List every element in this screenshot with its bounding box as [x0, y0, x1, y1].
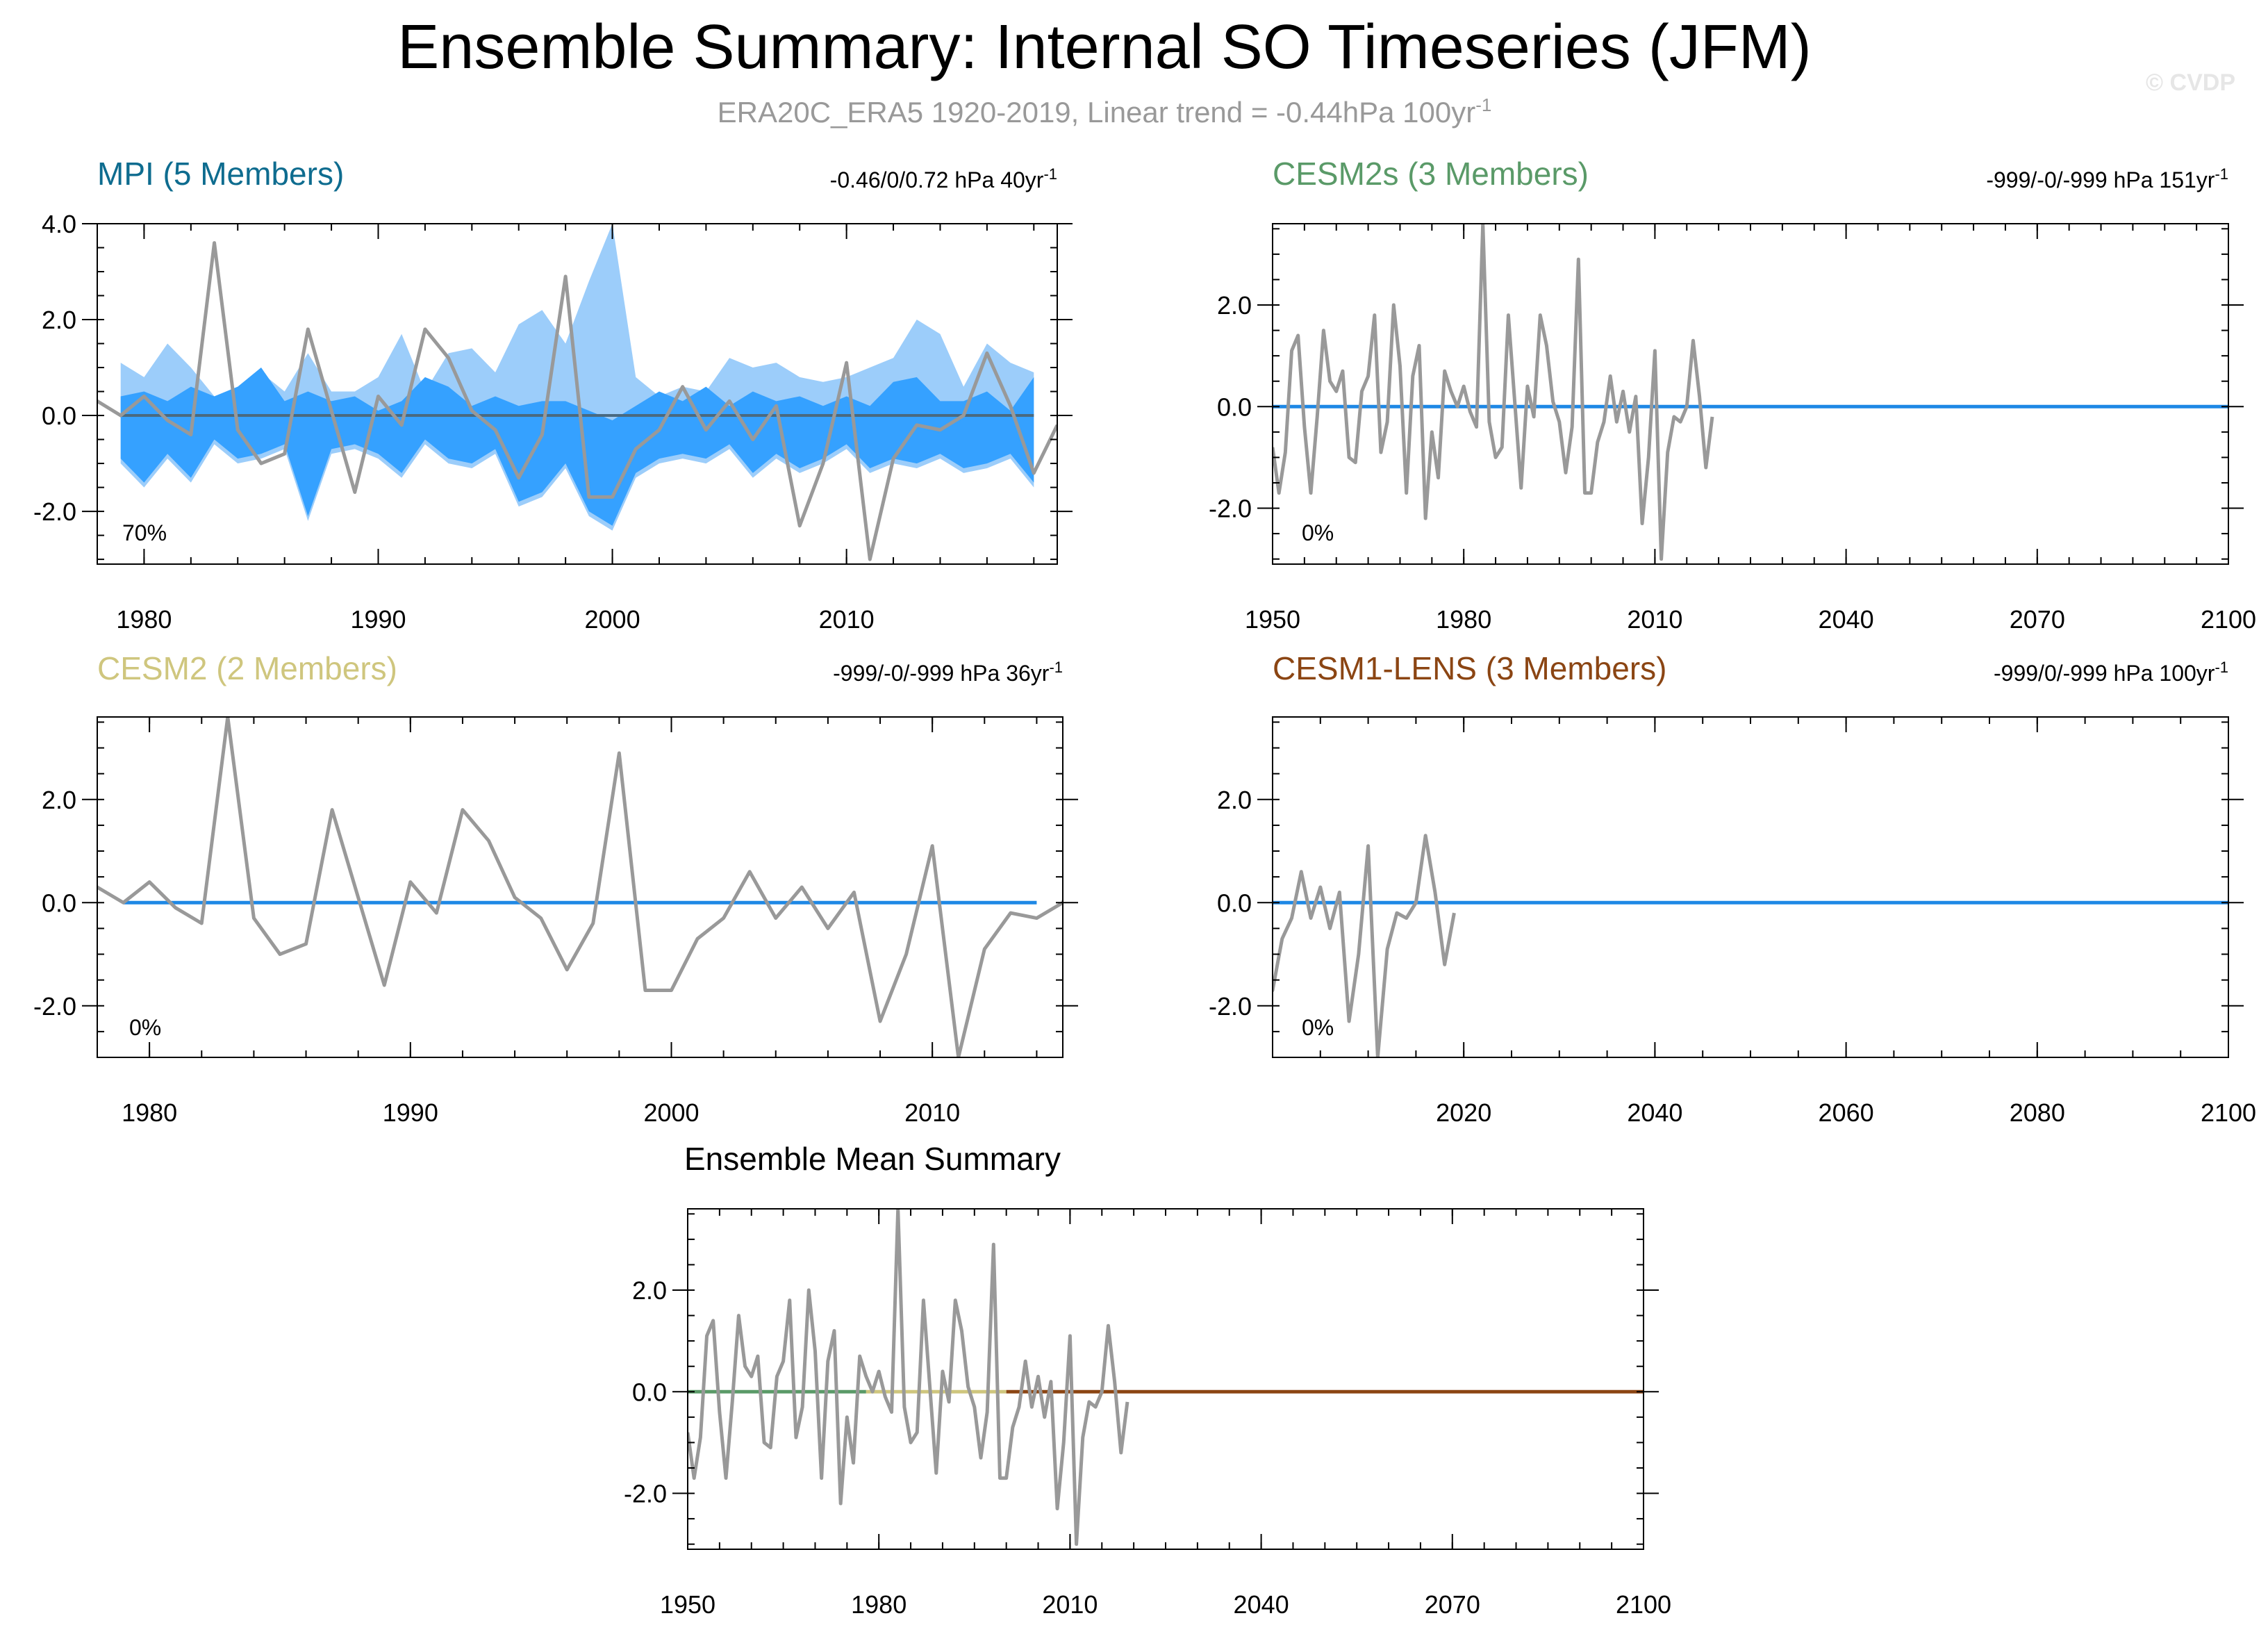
- observation-line-cesm2: [97, 717, 1063, 1057]
- observation-line-ensmean: [688, 1209, 1129, 1546]
- cvdp-watermark: © CVDP: [2146, 69, 2235, 96]
- series-group-mpi: [97, 224, 1057, 561]
- panel-title-mpi: MPI (5 Members): [97, 156, 344, 192]
- y-tick-label: 2.0: [1217, 786, 1252, 814]
- panel-trend-cesm2: -999/-0/-999 hPa 36yr-1: [833, 659, 1063, 686]
- x-tick-label: 2040: [1819, 605, 1874, 634]
- x-tick-label: 2100: [2201, 1098, 2256, 1127]
- series-group-ensmean: [688, 1209, 1644, 1546]
- x-tick-label: 1990: [383, 1098, 438, 1127]
- panel-cesm1: CESM1-LENS (3 Members) -999/0/-999 hPa 1…: [1209, 650, 2256, 1127]
- pct-label-cesm2: 0%: [129, 1015, 161, 1040]
- trend-text-cesm2s: -999/-0/-999 hPa 151yr: [1986, 167, 2215, 192]
- axes-cesm2: 1980 1990 2000 2010 -2.0 0.0 2.0: [33, 717, 1078, 1127]
- panel-title-cesm2s: CESM2s (3 Members): [1273, 156, 1589, 192]
- x-tick-label: 1980: [851, 1590, 907, 1619]
- trend-exponent-cesm1: -1: [2215, 659, 2228, 676]
- panel-ensemble-mean: Ensemble Mean Summary 1950 1980 2010 2040 20…: [624, 1141, 1671, 1619]
- trend-exponent-cesm2: -1: [1049, 659, 1063, 676]
- panel-title-cesm1: CESM1-LENS (3 Members): [1273, 650, 1666, 686]
- figure-title: Ensemble Summary: Internal SO Timeseries…: [397, 13, 1812, 82]
- observation-line-cesm1: [1273, 834, 1456, 1057]
- panel-cesm2s: CESM2s (3 Members) -999/-0/-999 hPa 151y…: [1209, 156, 2256, 634]
- pct-label-cesm1: 0%: [1302, 1015, 1334, 1040]
- plot-area-cesm2: 1980 1990 2000 2010 -2.0 0.0 2.0: [33, 717, 1078, 1127]
- axes-cesm2s: 1950 1980 2010 2040 2070 2100 -2.0 0.0 2.0: [1209, 224, 2256, 634]
- plot-frame-cesm1: [1272, 716, 2229, 1058]
- trend-text-mpi: -0.46/0/0.72 hPa 40yr: [830, 167, 1044, 192]
- trend-text-cesm2: -999/-0/-999 hPa 36yr: [833, 661, 1050, 686]
- x-tick-label: 1980: [116, 605, 172, 634]
- trend-exponent-cesm2s: -1: [2215, 165, 2228, 183]
- panel-trend-cesm1: -999/0/-999 hPa 100yr-1: [1994, 659, 2228, 686]
- panel-title-cesm2: CESM2 (2 Members): [97, 650, 397, 686]
- y-tick-label: -2.0: [33, 497, 76, 526]
- y-tick-label: 0.0: [632, 1378, 667, 1406]
- x-tick-label: 1950: [1245, 605, 1300, 634]
- x-tick-label: 2000: [643, 1098, 699, 1127]
- trend-text-cesm1: -999/0/-999 hPa 100yr: [1994, 661, 2215, 686]
- x-tick-label: 2020: [1436, 1098, 1491, 1127]
- observation-line-mpi: [97, 241, 1057, 561]
- series-group-cesm2: [97, 717, 1063, 1057]
- y-tick-label: 2.0: [42, 786, 76, 814]
- plot-area-ensemble-mean: 1950 1980 2010 2040 2070 2100 -2.0 0.0 2.0: [624, 1209, 1671, 1619]
- panel-trend-mpi: -0.46/0/0.72 hPa 40yr-1: [830, 165, 1057, 192]
- plot-area-cesm2s: 1950 1980 2010 2040 2070 2100 -2.0 0.0 2.0: [1209, 224, 2256, 634]
- plot-frame-cesm2: [97, 716, 1063, 1058]
- y-tick-label: 2.0: [632, 1276, 667, 1305]
- plot-frame-cesm2s: [1272, 223, 2229, 565]
- axes-cesm1: 2020 2040 2060 2080 2100 -2.0 0.0 2.0: [1209, 717, 2256, 1127]
- y-tick-label: 0.0: [42, 889, 76, 917]
- x-tick-label: 2070: [2010, 605, 2065, 634]
- y-tick-label: -2.0: [624, 1480, 667, 1508]
- y-tick-label: -2.0: [33, 992, 76, 1021]
- x-tick-label: 2100: [2201, 605, 2256, 634]
- y-tick-label: 0.0: [1217, 393, 1252, 421]
- x-tick-label: 1950: [660, 1590, 715, 1619]
- x-tick-label: 2010: [904, 1098, 960, 1127]
- pct-label-mpi: 70%: [122, 520, 167, 545]
- x-tick-label: 2100: [1616, 1590, 1671, 1619]
- panel-cesm2: CESM2 (2 Members) -999/-0/-999 hPa 36yr-…: [33, 650, 1078, 1127]
- x-tick-label: 1990: [350, 605, 406, 634]
- x-tick-label: 2070: [1425, 1590, 1480, 1619]
- x-tick-label: 2040: [1234, 1590, 1289, 1619]
- plot-area-mpi: 1980 1990 2000 2010 -2.0 0.0 2.0 4.0: [33, 210, 1073, 634]
- panel-trend-cesm2s: -999/-0/-999 hPa 151yr-1: [1986, 165, 2228, 192]
- y-tick-label: 2.0: [42, 306, 76, 334]
- x-tick-label: 2010: [1627, 605, 1682, 634]
- series-group-cesm2s: [1273, 224, 2228, 561]
- figure-subtitle: ERA20C_ERA5 1920-2019, Linear trend = -0…: [718, 94, 1492, 129]
- x-tick-label: 2000: [585, 605, 640, 634]
- series-group-cesm1: [1273, 834, 2228, 1057]
- panel-mpi: MPI (5 Members) -0.46/0/0.72 hPa 40yr-1 …: [33, 156, 1073, 634]
- observation-line-cesm2s: [1273, 224, 1714, 561]
- plot-area-cesm1: 2020 2040 2060 2080 2100 -2.0 0.0 2.0: [1209, 717, 2256, 1127]
- x-tick-label: 2010: [1042, 1590, 1098, 1619]
- subtitle-text: ERA20C_ERA5 1920-2019, Linear trend = -0…: [718, 96, 1476, 129]
- y-tick-label: 0.0: [1217, 889, 1252, 917]
- spread-band-inner-mpi: [120, 368, 1034, 526]
- axes-ensmean: 1950 1980 2010 2040 2070 2100 -2.0 0.0 2.0: [624, 1209, 1671, 1619]
- subtitle-exponent: -1: [1475, 94, 1491, 115]
- y-tick-label: 4.0: [42, 210, 76, 238]
- x-tick-label: 2060: [1819, 1098, 1874, 1127]
- plot-frame-mpi: [97, 223, 1058, 565]
- y-tick-label: -2.0: [1209, 495, 1252, 523]
- panel-title-ensemble-mean: Ensemble Mean Summary: [684, 1141, 1061, 1177]
- x-tick-label: 1980: [122, 1098, 177, 1127]
- x-tick-label: 2010: [819, 605, 875, 634]
- x-tick-label: 2080: [2010, 1098, 2065, 1127]
- axes-mpi: 1980 1990 2000 2010 -2.0 0.0 2.0 4.0: [33, 210, 1073, 634]
- y-tick-label: 2.0: [1217, 291, 1252, 320]
- y-tick-label: 0.0: [42, 402, 76, 430]
- pct-label-cesm2s: 0%: [1302, 520, 1334, 545]
- x-tick-label: 2040: [1627, 1098, 1682, 1127]
- x-tick-label: 1980: [1436, 605, 1491, 634]
- y-tick-label: -2.0: [1209, 992, 1252, 1021]
- trend-exponent-mpi: -1: [1043, 165, 1057, 183]
- plot-frame-ensemble-mean: [687, 1208, 1644, 1550]
